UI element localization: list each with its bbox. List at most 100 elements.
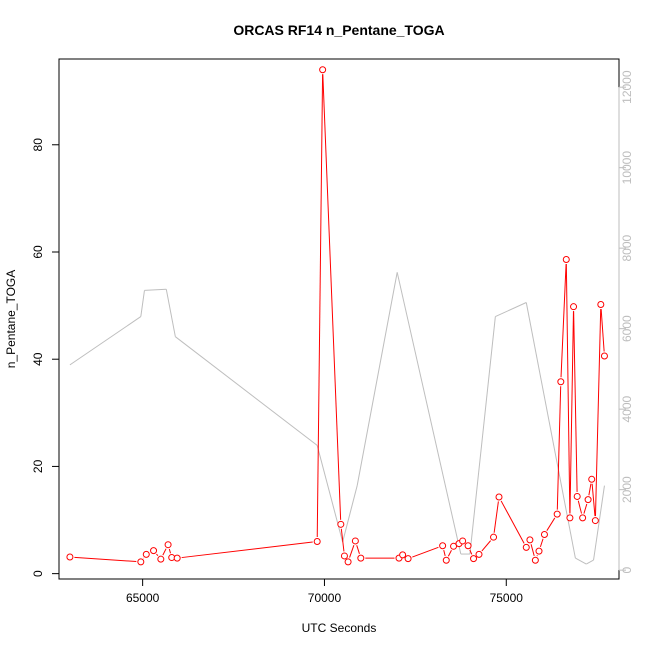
x-tick-label: 70000 — [308, 591, 342, 605]
primary-series-segment — [181, 541, 313, 559]
plot-frame — [58, 58, 620, 580]
secondary-series-segment — [469, 316, 496, 555]
primary-series-point — [404, 555, 412, 563]
primary-series-segment — [583, 503, 588, 514]
y-axis: 0 20 40 60 80 — [31, 138, 60, 577]
secondary-series-segment — [575, 557, 587, 565]
primary-series-point — [573, 492, 581, 500]
primary-series-segment — [500, 500, 525, 544]
primary-series-segment — [168, 548, 171, 554]
primary-series-point — [340, 552, 348, 560]
secondary-series-segment — [342, 485, 358, 543]
primary-series-point — [522, 543, 530, 551]
primary-series-point — [66, 553, 74, 561]
primary-series-segment — [349, 545, 355, 558]
primary-series-point — [591, 517, 599, 525]
secondary-series-segment — [175, 336, 318, 446]
primary-series-segment — [594, 309, 602, 517]
y-tick-label: 80 — [31, 138, 45, 152]
primary-series-segment — [481, 540, 492, 552]
primary-series-segment — [565, 263, 571, 514]
secondary-series-segment — [144, 288, 167, 291]
secondary-series-segment — [525, 302, 576, 559]
secondary-series-segment — [586, 559, 594, 565]
primary-series-point — [526, 536, 534, 544]
primary-series-point — [157, 555, 165, 563]
primary-series-segment — [340, 528, 345, 552]
secondary-series-segment — [593, 485, 605, 561]
primary-series-point — [531, 556, 539, 564]
y-tick-label: 40 — [31, 352, 45, 366]
primary-series-segment — [591, 483, 596, 517]
y2-tick-label: 10000 — [620, 151, 634, 185]
primary-series-segment — [556, 386, 562, 510]
secondary-series-segment — [396, 272, 462, 555]
primary-series-point — [442, 556, 450, 564]
y2-tick-label: 6000 — [620, 315, 634, 342]
secondary-y-axis: 0 2000 4000 6000 8000 10000 12000 — [618, 70, 634, 573]
secondary-series-segment — [165, 289, 176, 337]
primary-series-segment — [493, 501, 499, 533]
primary-series-point — [597, 301, 605, 309]
primary-series-segment — [573, 311, 578, 492]
primary-series-point — [490, 533, 498, 541]
primary-series-segment — [546, 517, 556, 531]
primary-series-segment — [560, 263, 567, 378]
primary-series-segment — [447, 550, 452, 557]
y2-tick-label: 2000 — [620, 476, 634, 503]
primary-series-point — [579, 514, 587, 522]
primary-series-segment — [156, 553, 159, 557]
secondary-series-segment — [140, 290, 145, 317]
x-tick-label: 75000 — [490, 591, 524, 605]
y2-tick-label: 4000 — [620, 395, 634, 422]
primary-series-segment — [443, 550, 446, 556]
y2-tick-label: 0 — [620, 566, 634, 573]
primary-series-point — [344, 558, 352, 566]
primary-series-point — [319, 66, 327, 74]
y-tick-label: 60 — [31, 245, 45, 259]
primary-series-segment — [569, 311, 574, 514]
primary-series-point — [566, 514, 574, 522]
primary-series-point — [588, 475, 596, 483]
primary-series-point — [470, 555, 478, 563]
x-axis-label: UTC Seconds — [302, 621, 377, 635]
primary-series-point — [357, 554, 365, 562]
primary-series-point — [540, 531, 548, 539]
primary-series-segment — [600, 308, 605, 352]
primary-series-point — [137, 558, 145, 566]
primary-series-point — [351, 537, 359, 545]
primary-series-segment — [530, 544, 535, 557]
primary-series-point — [164, 541, 172, 549]
primary-series-point — [399, 551, 407, 559]
secondary-series-segment — [356, 272, 398, 486]
primary-series-segment — [74, 556, 137, 563]
primary-series-point — [150, 547, 158, 555]
primary-series-point — [600, 352, 608, 360]
primary-series-point — [562, 255, 570, 263]
series-layer — [66, 66, 608, 566]
x-tick-label: 65000 — [126, 591, 160, 605]
primary-series-point — [313, 537, 321, 545]
primary-series-point — [557, 378, 565, 386]
y2-tick-label: 12000 — [620, 70, 634, 104]
chart-title: ORCAS RF14 n_Pentane_TOGA — [233, 22, 444, 38]
secondary-series-segment — [69, 316, 142, 366]
primary-series-segment — [356, 545, 360, 554]
primary-series-point — [464, 542, 472, 550]
primary-series-point — [475, 550, 483, 558]
primary-series-segment — [162, 548, 167, 556]
secondary-series-segment — [495, 302, 527, 318]
primary-series-segment — [577, 500, 583, 514]
y-tick-label: 20 — [31, 459, 45, 473]
primary-series-segment — [588, 483, 592, 496]
primary-series-point — [584, 496, 592, 504]
primary-series-segment — [469, 549, 473, 555]
primary-series-point — [495, 493, 503, 501]
primary-series-point — [173, 554, 181, 562]
y-tick-label: 0 — [31, 570, 45, 577]
primary-series-segment — [322, 74, 342, 520]
primary-series-point — [450, 542, 458, 550]
y-axis-label: n_Pentane_TOGA — [4, 270, 18, 369]
